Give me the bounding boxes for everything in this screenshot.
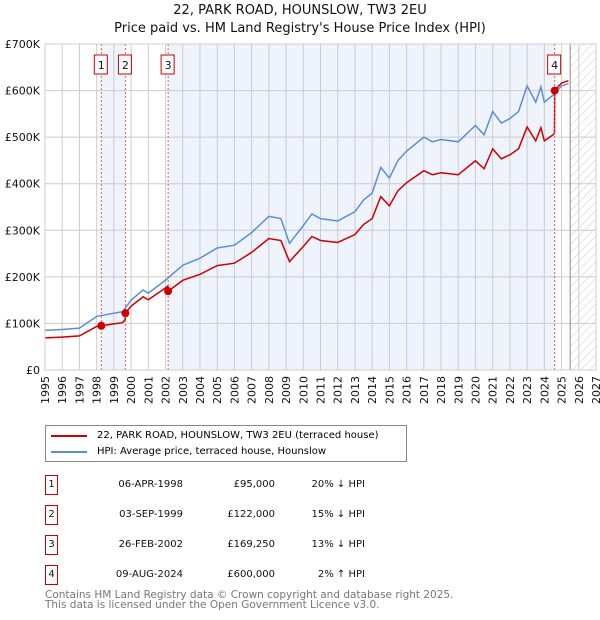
x-tick-label: 2026: [573, 376, 586, 404]
x-tick-label: 2023: [521, 376, 534, 404]
shaded-period: [168, 44, 555, 370]
sale-label-box: [93, 54, 108, 75]
x-tick-label: 2014: [366, 376, 379, 404]
sale-label: 4: [551, 59, 558, 72]
y-tick-label: £100K: [5, 317, 41, 330]
sale-point: [550, 86, 559, 95]
legend-swatch-price: [51, 434, 87, 437]
forecast-hatch: [570, 44, 596, 370]
x-tick-label: 2011: [315, 376, 328, 404]
y-tick-label: £300K: [5, 224, 41, 237]
chart: 1995 1996 1997 1998 1999 2000 2001 2002 2003 2004…: [5, 38, 600, 404]
x-tick-label: 2018: [435, 376, 448, 404]
sale-price: £600,000: [227, 569, 275, 580]
sale-number: 2: [45, 505, 58, 525]
x-tick-label: 2009: [280, 376, 293, 404]
x-tick-label: 2015: [383, 376, 396, 404]
sale-hpi-diff: 15% ↓ HPI: [311, 509, 365, 520]
sale-number: 4: [45, 565, 58, 585]
x-tick-label: 2001: [142, 376, 155, 404]
plot-border: [44, 43, 597, 371]
sale-price: £169,250: [227, 539, 275, 550]
sale-date: 03-SEP-1999: [119, 509, 183, 520]
y-tick-label: £600K: [5, 85, 41, 98]
y-tick-label: £500K: [5, 131, 41, 144]
x-tick-label: 2017: [418, 376, 431, 404]
x-tick-label: 2000: [125, 376, 138, 404]
sale-row: 4 09-AUG-2024 £600,000 2% ↑ HPI: [45, 565, 445, 585]
x-tick-label: 2006: [228, 376, 241, 404]
x-tick-label: 1996: [56, 376, 69, 404]
x-tick-label: 1998: [91, 376, 104, 404]
sale-number: 3: [45, 535, 58, 555]
y-tick-label: £0: [26, 364, 40, 377]
y-tick-label: £400K: [5, 178, 41, 191]
sale-number: 1: [45, 475, 58, 495]
footer-line1: Contains HM Land Registry data © Crown c…: [45, 589, 454, 601]
x-tick-label: 1999: [108, 376, 121, 404]
sale-date: 09-AUG-2024: [115, 569, 183, 580]
sale-label: 3: [165, 59, 172, 72]
x-tick-label: 2024: [538, 376, 551, 404]
sale-label-box: [160, 54, 175, 75]
sale-hpi-diff: 2% ↑ HPI: [317, 569, 365, 580]
x-tick-label: 2010: [297, 376, 310, 404]
sale-point: [97, 321, 106, 330]
x-tick-label: 2021: [487, 376, 500, 404]
legend-hpi: HPI: Average price, terraced house, Houn…: [97, 446, 327, 457]
footer-line2: This data is licensed under the Open Gov…: [45, 599, 380, 611]
sale-row: 2 03-SEP-1999 £122,000 15% ↓ HPI: [45, 505, 445, 525]
y-tick-label: £200K: [5, 271, 41, 284]
x-tick-label: 2008: [263, 376, 276, 404]
legend-price-paid: 22, PARK ROAD, HOUNSLOW, TW3 2EU (terrac…: [97, 430, 379, 441]
sale-row: 1 06-APR-1998 £95,000 20% ↓ HPI: [45, 475, 445, 495]
x-tick-label: 2003: [177, 376, 190, 404]
sale-row: 3 26-FEB-2002 £169,250 13% ↓ HPI: [45, 535, 445, 555]
x-tick-label: 2004: [194, 376, 207, 404]
sale-label: 1: [98, 59, 105, 72]
sale-label-box: [117, 54, 132, 75]
chart-subtitle: Price paid vs. HM Land Registry's House …: [114, 21, 486, 36]
sale-price: £95,000: [233, 479, 275, 490]
chart-title: 22, PARK ROAD, HOUNSLOW, TW3 2EU: [173, 3, 427, 18]
sale-price: £122,000: [227, 509, 275, 520]
sale-hpi-diff: 13% ↓ HPI: [311, 539, 365, 550]
x-tick-label: 2005: [211, 376, 224, 404]
x-tick-label: 2002: [160, 376, 173, 404]
hpi-line: [44, 82, 569, 332]
sale-point: [164, 287, 173, 296]
sale-label: 2: [122, 59, 129, 72]
x-tick-label: 1995: [39, 376, 52, 404]
sale-point: [121, 309, 130, 318]
x-tick-label: 2012: [332, 376, 345, 404]
x-tick-label: 2007: [246, 376, 259, 404]
sale-date: 26-FEB-2002: [118, 539, 183, 550]
shaded-period: [101, 44, 126, 370]
x-tick-label: 1997: [73, 376, 86, 404]
sale-date: 06-APR-1998: [118, 479, 183, 490]
x-tick-label: 2013: [349, 376, 362, 404]
x-tick-label: 2022: [504, 376, 517, 404]
sale-hpi-diff: 20% ↓ HPI: [311, 479, 365, 490]
x-tick-label: 2027: [590, 376, 600, 404]
legend: 22, PARK ROAD, HOUNSLOW, TW3 2EU (terrac…: [45, 425, 407, 462]
x-tick-label: 2025: [556, 376, 569, 404]
legend-swatch-hpi: [51, 450, 87, 453]
x-tick-label: 2020: [469, 376, 482, 404]
footer: Contains HM Land Registry data © Crown c…: [45, 589, 454, 611]
sale-label-box: [547, 54, 562, 75]
y-tick-label: £700K: [5, 38, 41, 51]
x-tick-label: 2019: [452, 376, 465, 404]
x-tick-label: 2016: [401, 376, 414, 404]
